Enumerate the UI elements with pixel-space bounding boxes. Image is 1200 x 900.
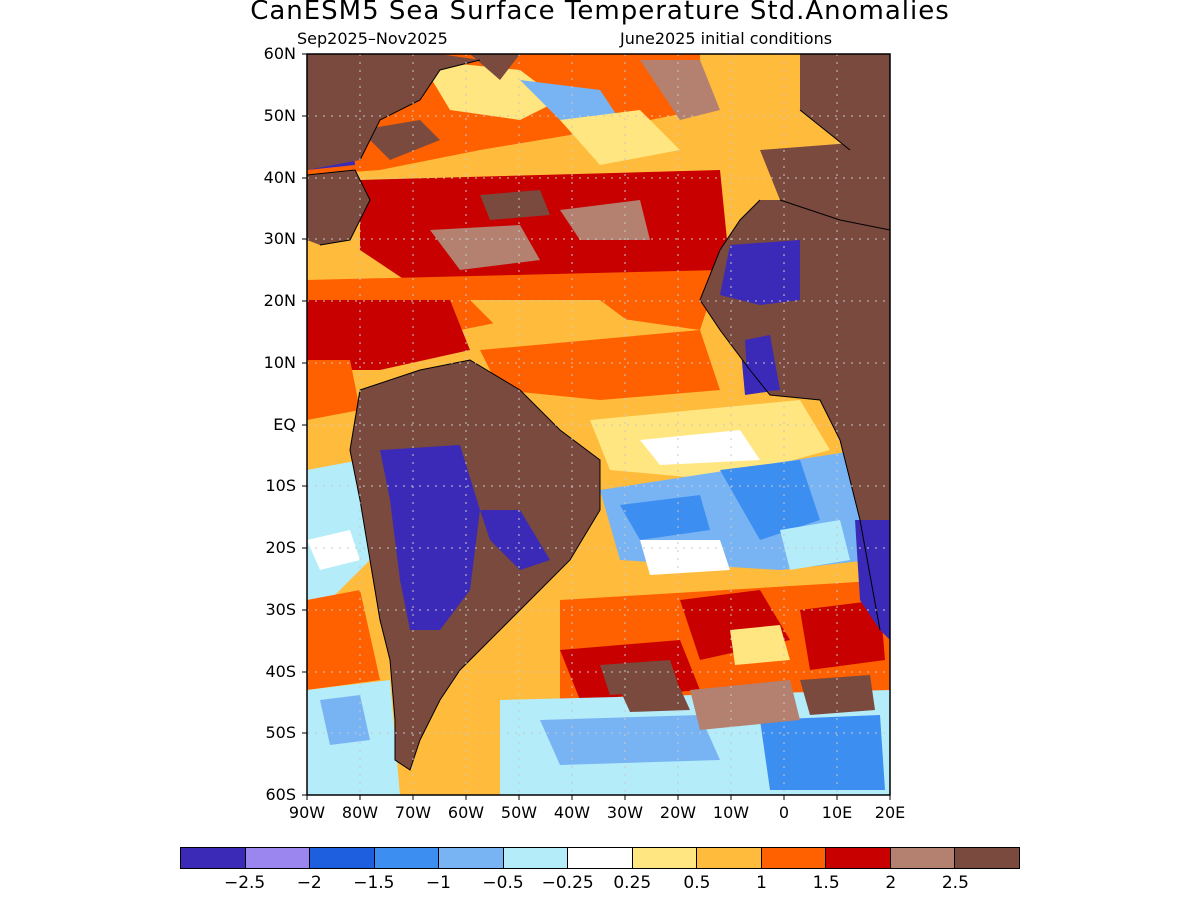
map-field: [307, 54, 890, 795]
lat-label: 60N: [263, 44, 296, 63]
lat-label: 40N: [263, 168, 296, 187]
lat-label: 60S: [265, 785, 296, 804]
legend-swatch: [568, 848, 633, 868]
lat-label: 10N: [263, 353, 296, 372]
lat-label: 40S: [265, 662, 296, 681]
lon-label: 20E: [874, 803, 906, 822]
legend-swatch: [955, 848, 1019, 868]
legend-label: −1.5: [353, 873, 395, 893]
legend-swatch: [310, 848, 375, 868]
lon-label: 60W: [447, 803, 485, 822]
lat-label: 30N: [263, 229, 296, 248]
legend-label: −2: [296, 873, 322, 893]
lon-label: 70W: [394, 803, 432, 822]
legend-label: −0.5: [482, 873, 524, 893]
lon-label: 80W: [341, 803, 379, 822]
legend-swatch: [374, 848, 440, 868]
lon-label: 10E: [821, 803, 853, 822]
lat-label: 20N: [263, 291, 296, 310]
initial-conditions: June2025 initial conditions: [620, 29, 833, 48]
lat-label: 20S: [265, 538, 296, 557]
lat-label: EQ: [273, 415, 296, 434]
color-legend: [180, 847, 1020, 869]
forecast-period: Sep2025–Nov2025: [297, 29, 448, 48]
legend-label: 2.5: [941, 873, 969, 893]
lon-label: 30W: [606, 803, 644, 822]
legend-label: 2: [885, 873, 897, 893]
legend-label: −0.25: [541, 873, 594, 893]
legend-label: 0.5: [683, 873, 711, 893]
lon-label: 90W: [288, 803, 326, 822]
legend-swatch: [761, 848, 827, 868]
legend-label: −2.5: [223, 873, 266, 893]
legend-swatch: [439, 848, 504, 868]
lon-label: 40W: [553, 803, 591, 822]
lon-label: 50W: [500, 803, 538, 822]
legend-swatch: [632, 848, 698, 868]
lon-label: 10W: [712, 803, 750, 822]
legend-swatch: [181, 848, 246, 868]
lon-label: 20W: [659, 803, 697, 822]
map-title: CanESM5 Sea Surface Temperature Std.Anom…: [250, 0, 950, 26]
lat-label: 50N: [263, 106, 296, 125]
legend-swatch: [826, 848, 891, 868]
lat-label: 10S: [265, 476, 296, 495]
lat-label: 50S: [265, 723, 296, 742]
legend-swatch: [503, 848, 569, 868]
legend-label: 1.5: [812, 873, 840, 893]
legend-label: −1: [425, 873, 451, 893]
legend-label: 0.25: [613, 873, 652, 893]
legend-label: 1: [756, 873, 767, 893]
legend-swatch: [890, 848, 956, 868]
legend-swatch: [697, 848, 762, 868]
legend-swatch: [245, 848, 311, 868]
lon-label: 0: [778, 803, 790, 822]
graticule: [307, 54, 890, 795]
axis-ticks: [302, 53, 891, 800]
lat-label: 30S: [265, 600, 296, 619]
